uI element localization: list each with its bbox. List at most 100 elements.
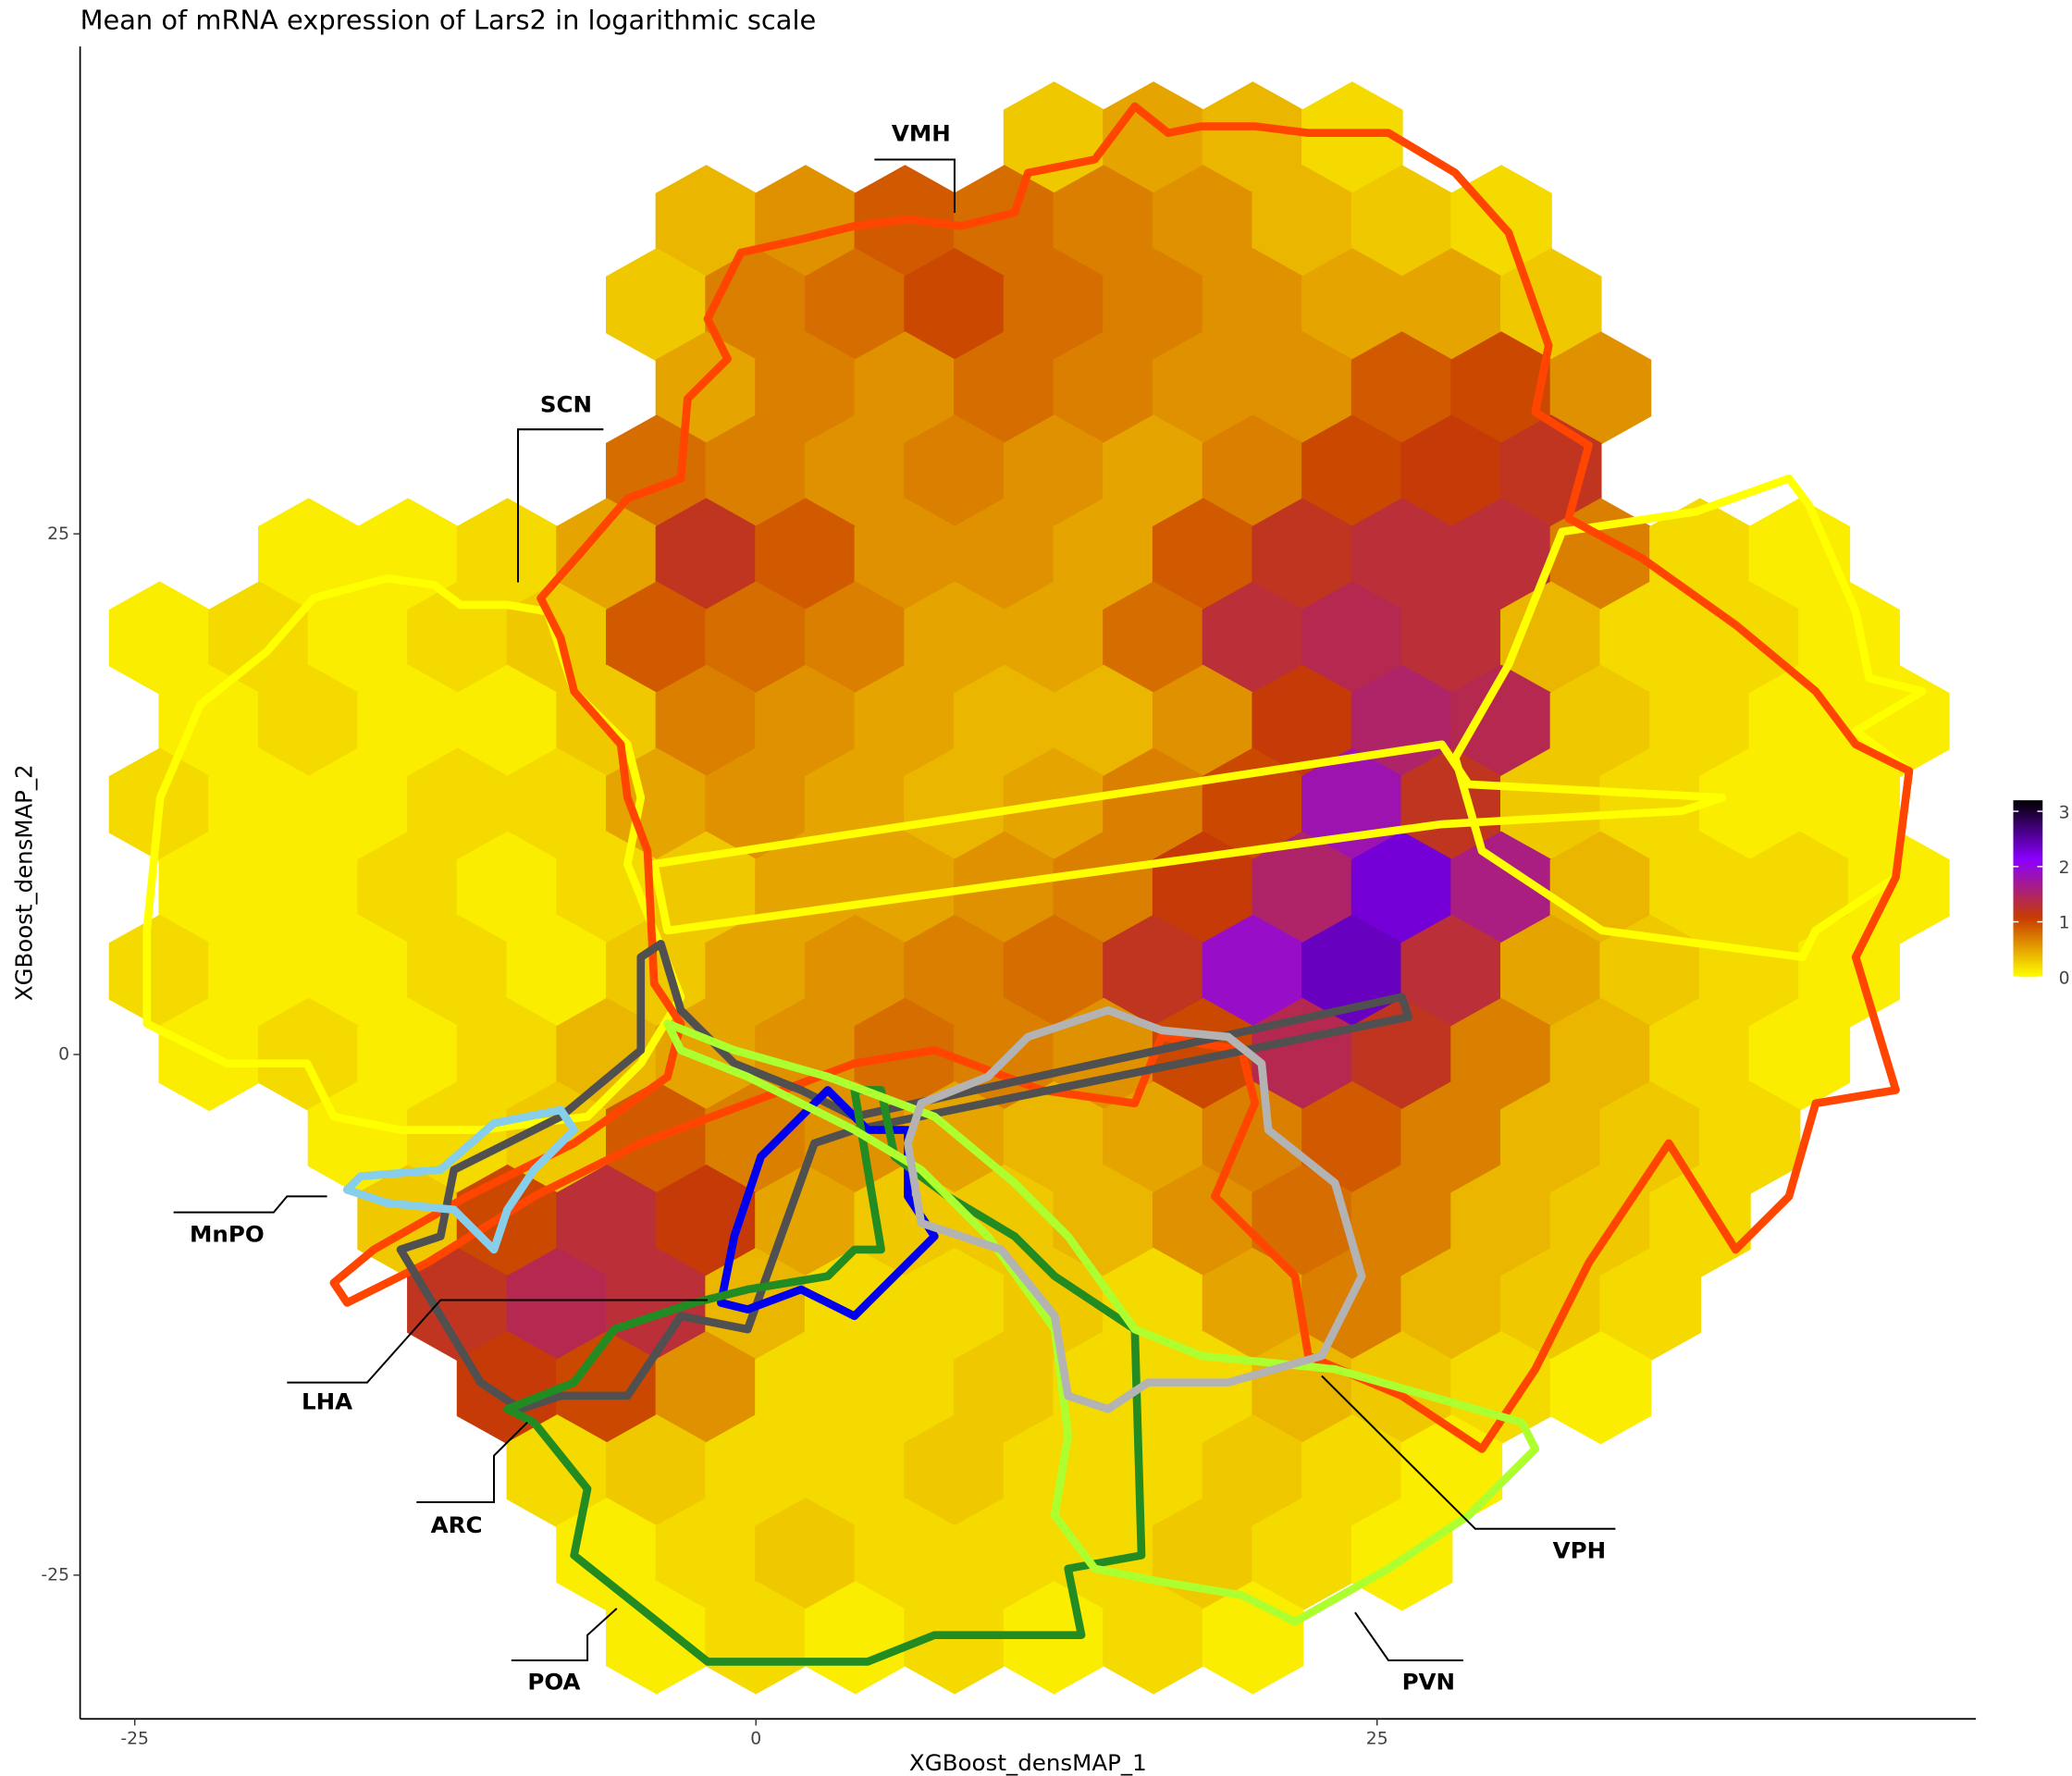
region-label: POA bbox=[527, 1669, 580, 1696]
hex-cell bbox=[904, 1247, 1005, 1362]
hex-cell bbox=[208, 747, 310, 862]
x-axis-title: XGBoost_densMAP_1 bbox=[909, 1749, 1147, 1776]
hex-cell bbox=[1450, 664, 1552, 779]
hex-cell bbox=[1301, 248, 1403, 362]
hex-cell bbox=[705, 747, 808, 862]
hex-cell bbox=[407, 581, 509, 695]
hex-cell bbox=[1152, 331, 1254, 445]
hex-cell bbox=[1003, 1247, 1105, 1362]
hex-cell bbox=[1549, 1330, 1652, 1445]
hex-cell bbox=[1103, 414, 1204, 528]
hex-cell bbox=[1798, 747, 1900, 862]
hex-cell bbox=[1798, 581, 1900, 695]
hex-cell bbox=[357, 664, 459, 779]
hex-cell bbox=[854, 498, 956, 611]
hex-cell bbox=[655, 1330, 758, 1445]
hex-cell bbox=[1450, 498, 1552, 611]
hex-cell bbox=[1400, 1247, 1503, 1362]
hex-cell bbox=[1152, 498, 1254, 611]
hex-cell bbox=[1400, 248, 1503, 362]
hex-cell bbox=[1202, 81, 1304, 195]
hex-cell bbox=[456, 664, 559, 779]
hex-cell bbox=[1599, 581, 1702, 695]
colorbar-tick-label: 1 bbox=[2059, 914, 2070, 933]
hex-cell bbox=[506, 747, 609, 862]
hex-cell bbox=[1649, 1164, 1751, 1278]
hex-cell bbox=[257, 997, 360, 1112]
hex-cell bbox=[407, 1247, 509, 1362]
hex-cell bbox=[655, 1498, 758, 1611]
hex-cell bbox=[1301, 1414, 1403, 1528]
hex-cell bbox=[1350, 331, 1453, 445]
region-outline bbox=[904, 1005, 1366, 1413]
colorbar bbox=[2013, 800, 2043, 978]
hex-cell bbox=[1649, 831, 1751, 945]
hex-cell bbox=[1103, 1581, 1204, 1695]
hex-cell bbox=[705, 414, 808, 528]
hex-cell bbox=[1400, 914, 1503, 1029]
hex-cell bbox=[1350, 165, 1453, 278]
hex-cell bbox=[1152, 997, 1254, 1112]
hex-cell bbox=[257, 498, 360, 611]
hex-cell bbox=[705, 581, 808, 695]
hex-cell bbox=[506, 914, 609, 1029]
hex-cell bbox=[1748, 664, 1851, 779]
hex-cell bbox=[854, 664, 956, 779]
hex-cell bbox=[257, 664, 360, 779]
hex-cell bbox=[1053, 1498, 1155, 1611]
region-label: MnPO bbox=[190, 1220, 265, 1247]
hex-cell bbox=[1301, 581, 1403, 695]
hex-cell bbox=[1549, 331, 1652, 445]
hex-cell bbox=[755, 165, 857, 278]
hex-cell bbox=[1053, 498, 1155, 611]
hex-cell bbox=[655, 331, 758, 445]
hex-cell bbox=[1499, 1080, 1602, 1195]
hex-cell bbox=[804, 581, 906, 695]
hex-cell bbox=[1748, 498, 1851, 611]
hex-cell bbox=[1748, 831, 1851, 945]
hex-cell bbox=[1202, 581, 1304, 695]
hex-cell bbox=[1053, 165, 1155, 278]
hex-cell bbox=[1152, 1164, 1254, 1278]
hex-cell bbox=[1103, 581, 1204, 695]
hex-cell bbox=[605, 1247, 708, 1362]
hex-cell bbox=[1003, 414, 1105, 528]
hex-cell bbox=[1649, 997, 1751, 1112]
hex-cell bbox=[357, 1164, 459, 1278]
leader-line bbox=[1354, 1611, 1463, 1661]
region-label: SCN bbox=[540, 391, 592, 418]
hex-cell bbox=[655, 165, 758, 278]
hex-cell bbox=[1450, 1164, 1552, 1278]
region-outline bbox=[396, 940, 1413, 1413]
hex-cell bbox=[1202, 1414, 1304, 1528]
hex-cell bbox=[1450, 997, 1552, 1112]
hex-cell bbox=[1450, 1330, 1552, 1445]
hex-cell bbox=[1350, 1498, 1453, 1611]
colorbar-tick-label: 3 bbox=[2059, 803, 2070, 822]
hex-cell bbox=[108, 581, 211, 695]
hex-cell bbox=[904, 248, 1005, 362]
hex-cell bbox=[1053, 831, 1155, 945]
hex-cell bbox=[556, 997, 658, 1112]
hex-cell bbox=[1103, 248, 1204, 362]
colorbar-tick-label: 0 bbox=[2059, 969, 2070, 989]
region-label: ARC bbox=[431, 1511, 483, 1538]
hex-cell bbox=[755, 1498, 857, 1611]
region-outlines bbox=[142, 102, 1927, 1666]
region-outline bbox=[342, 1105, 578, 1254]
hex-cell bbox=[1053, 664, 1155, 779]
hex-cell bbox=[804, 914, 906, 1029]
hex-cell bbox=[804, 248, 906, 362]
leader-line bbox=[1321, 1375, 1616, 1530]
hex-cell bbox=[605, 1581, 708, 1695]
hex-cell bbox=[1152, 664, 1254, 779]
hex-cell bbox=[1400, 1080, 1503, 1195]
hex-cell bbox=[407, 747, 509, 862]
y-tick-label: 0 bbox=[58, 1045, 69, 1065]
hex-cell bbox=[904, 914, 1005, 1029]
hex-cell bbox=[1301, 81, 1403, 195]
region-label: VMH bbox=[892, 119, 951, 146]
hex-cell bbox=[1301, 1080, 1403, 1195]
region-outline bbox=[663, 1019, 1540, 1626]
